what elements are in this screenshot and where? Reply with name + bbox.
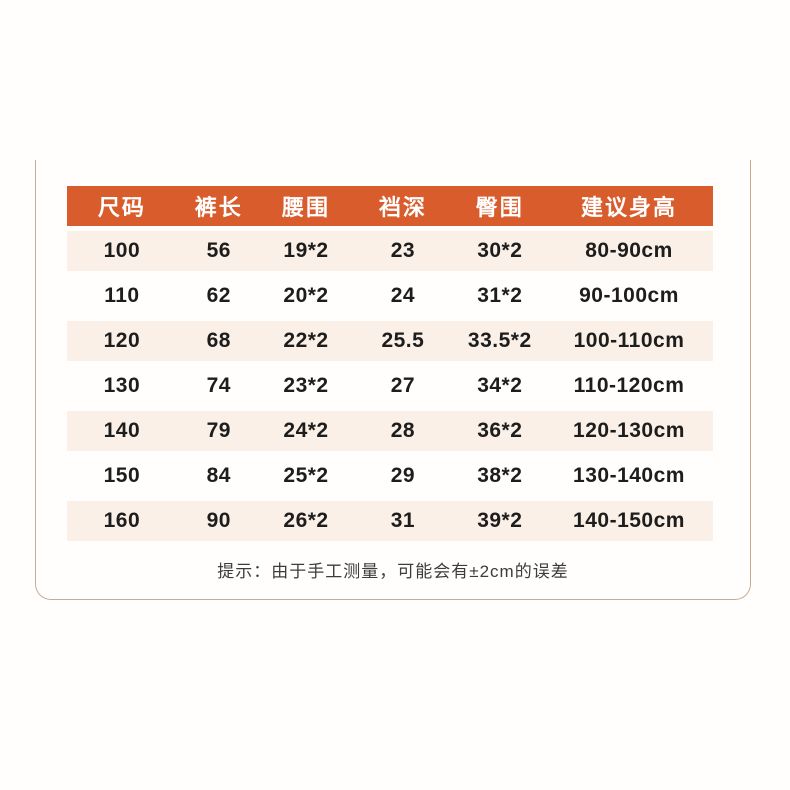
table-cell: 22*2: [260, 321, 352, 361]
table-cell: 24*2: [260, 411, 352, 451]
table-cell: 90-100cm: [579, 284, 679, 307]
table-row: 150 84 25*2 29 38*2 130-140cm: [67, 456, 713, 496]
table-cell: 39*2: [454, 501, 546, 541]
table-cell: 130: [103, 374, 141, 397]
table-row: 140 79 24*2 28 36*2 120-130cm: [67, 411, 713, 451]
table-cell: 90: [176, 501, 261, 541]
table-cell: 100: [67, 231, 177, 271]
table-cell: 79: [176, 411, 261, 451]
table-cell: 68: [176, 321, 261, 361]
table-header-cell: 建议身高: [545, 186, 713, 226]
table-cell: 24: [390, 284, 416, 307]
table-cell: 31*2: [477, 284, 523, 307]
size-table-body: 100 56 19*2 23 30*2 80-90cm 110 62 20*2 24 31*2 90-…: [67, 231, 713, 541]
table-cell: 110: [104, 284, 140, 307]
table-cell: 120-130cm: [545, 411, 713, 451]
table-cell: 30*2: [454, 231, 546, 271]
table-header-cell: 臀围: [454, 186, 546, 226]
table-cell: 140-150cm: [545, 501, 713, 541]
table-cell: 62: [206, 284, 231, 307]
table-cell: 56: [176, 231, 261, 271]
table-header-cell: 裤长: [176, 186, 261, 226]
table-cell: 27: [390, 374, 416, 397]
table-cell: 23*2: [283, 374, 329, 397]
table-cell: 120: [67, 321, 177, 361]
table-cell: 25.5: [351, 321, 455, 361]
table-row: 120 68 22*2 25.5 33.5*2 100-110cm: [67, 321, 713, 361]
table-cell: 26*2: [260, 501, 352, 541]
table-cell: 84: [206, 464, 231, 487]
size-chart-panel: 尺码 裤长 腰围 裆深 臀围 建议身高 100 56 19*2 23 30*2 80-90cm 110…: [35, 160, 751, 600]
table-cell: 140: [67, 411, 177, 451]
table-cell: 130-140cm: [573, 464, 685, 487]
table-cell: 74: [206, 374, 231, 397]
table-header-cell: 腰围: [260, 186, 352, 226]
size-table: 尺码 裤长 腰围 裆深 臀围 建议身高 100 56 19*2 23 30*2 80-90cm 110…: [67, 181, 713, 546]
table-cell: 150: [103, 464, 141, 487]
table-cell: 28: [351, 411, 455, 451]
table-cell: 160: [67, 501, 177, 541]
table-row: 100 56 19*2 23 30*2 80-90cm: [67, 231, 713, 271]
table-cell: 19*2: [260, 231, 352, 271]
table-row: 130 74 23*2 27 34*2 110-120cm: [67, 366, 713, 406]
table-header-cell: 裆深: [351, 186, 455, 226]
table-cell: 34*2: [477, 374, 523, 397]
table-cell: 33.5*2: [454, 321, 546, 361]
table-cell: 29: [390, 464, 416, 487]
table-cell: 110-120cm: [573, 374, 685, 397]
table-cell: 38*2: [477, 464, 523, 487]
table-row: 160 90 26*2 31 39*2 140-150cm: [67, 501, 713, 541]
table-cell: 36*2: [454, 411, 546, 451]
table-row: 110 62 20*2 24 31*2 90-100cm: [67, 276, 713, 316]
table-header-cell: 尺码: [67, 186, 177, 226]
table-cell: 23: [351, 231, 455, 271]
table-cell: 20*2: [283, 284, 329, 307]
measurement-note: 提示：由于手工测量，可能会有±2cm的误差: [217, 562, 569, 581]
table-cell: 25*2: [283, 464, 329, 487]
table-cell: 31: [351, 501, 455, 541]
table-cell: 80-90cm: [545, 231, 713, 271]
table-header-row: 尺码 裤长 腰围 裆深 臀围 建议身高: [67, 186, 713, 226]
table-cell: 100-110cm: [545, 321, 713, 361]
